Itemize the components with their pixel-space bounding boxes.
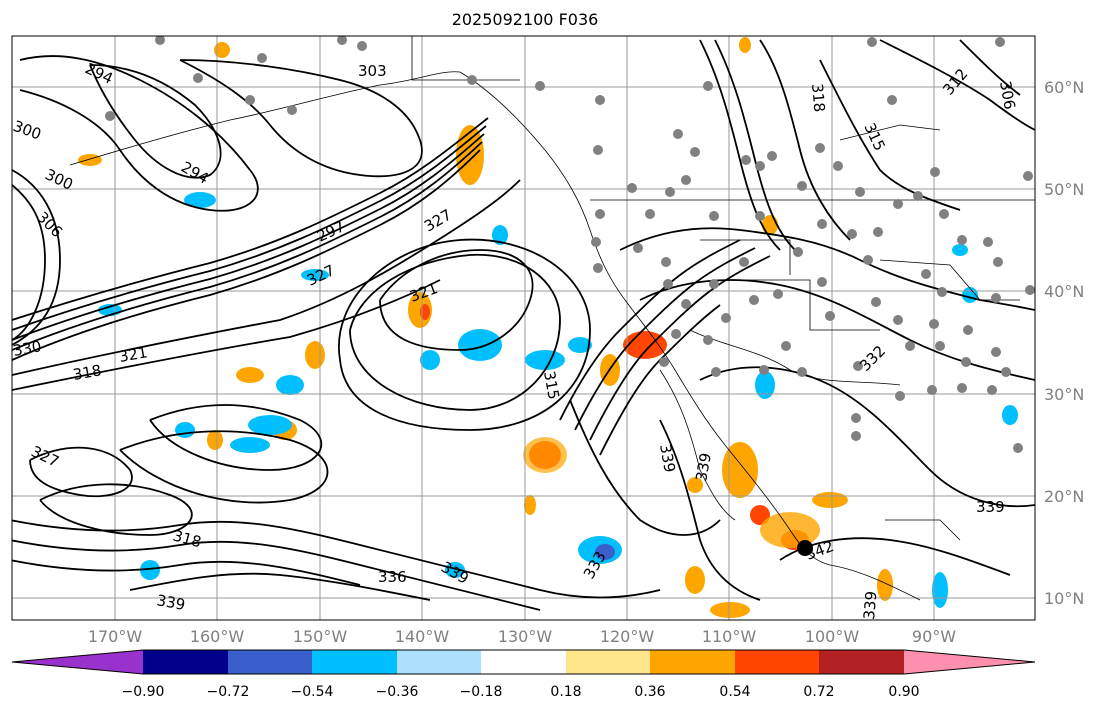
positive-anomaly-patch — [685, 566, 705, 594]
contour-label: 303 — [358, 62, 387, 80]
positive-anomaly-patch — [305, 341, 325, 369]
positive-anomaly-patch — [812, 492, 848, 508]
lat-label: 20°N — [1044, 487, 1084, 506]
contour-label: 330 — [12, 337, 43, 360]
contour-label: 339 — [656, 443, 679, 474]
colorbar-tick-label: −0.36 — [376, 684, 419, 700]
negative-anomaly-patch — [230, 437, 270, 453]
colorbar-segment — [312, 650, 397, 674]
map-area — [12, 36, 1035, 620]
colorbar-tick-label: −0.90 — [122, 684, 165, 700]
negative-anomaly-patch — [140, 560, 160, 580]
colorbar-segment — [143, 650, 228, 674]
positive-anomaly-patch — [214, 42, 230, 58]
negative-anomaly-patch — [595, 544, 615, 560]
coastlines — [69, 36, 1035, 601]
lon-label: 100°W — [805, 627, 860, 646]
latitude-labels: 60°N 50°N 40°N 30°N 20°N 10°N — [1044, 78, 1084, 608]
contour-label: 315 — [540, 370, 563, 401]
colorbar-tick-label: −0.72 — [207, 684, 250, 700]
contour-label: 339 — [155, 591, 186, 614]
lon-label: 170°W — [88, 627, 143, 646]
lat-label: 40°N — [1044, 282, 1084, 301]
lon-label: 120°W — [600, 627, 655, 646]
colorbar-tick-label: 0.54 — [719, 684, 750, 700]
observation-stations — [105, 36, 1035, 453]
contour-label: 339 — [976, 498, 1005, 516]
lat-label: 10°N — [1044, 589, 1084, 608]
negative-anomaly-patch — [420, 350, 440, 370]
lat-label: 50°N — [1044, 180, 1084, 199]
contour-label: 318 — [808, 83, 828, 113]
lon-label: 110°W — [702, 627, 757, 646]
positive-anomaly-patch — [687, 477, 703, 493]
positive-anomaly-patch — [877, 569, 893, 601]
positive-anomaly-patch — [710, 602, 750, 618]
contour-label: 339 — [692, 451, 715, 482]
contour-label: 336 — [378, 568, 407, 586]
lat-label: 30°N — [1044, 385, 1084, 404]
positive-anomaly-patch — [236, 367, 264, 383]
colorbar-segment — [397, 650, 481, 674]
colorbar-tick-label: 0.72 — [803, 684, 834, 700]
negative-anomaly-patch — [445, 562, 465, 578]
colorbar-tick-label: 0.36 — [634, 684, 665, 700]
colorbar-segment — [735, 650, 819, 674]
page-title: 2025092100 F036 — [451, 10, 599, 29]
negative-anomaly-patch — [492, 225, 508, 245]
negative-anomaly-patch — [458, 329, 502, 361]
negative-anomaly-patch — [248, 415, 292, 435]
contour-label: 318 — [72, 361, 103, 384]
positive-anomaly-patch — [722, 442, 758, 498]
contour-label: 321 — [118, 343, 149, 366]
lon-label: 150°W — [293, 627, 348, 646]
colorbar-extend-left — [12, 650, 143, 674]
negative-anomaly-patch — [276, 375, 304, 395]
negative-anomaly-patch — [301, 269, 329, 281]
colorbar-tick-label: 0.90 — [888, 684, 919, 700]
positive-anomaly-patch — [207, 430, 223, 450]
negative-anomaly-patch — [755, 371, 775, 399]
negative-anomaly-patch — [1002, 405, 1018, 425]
lon-label: 130°W — [498, 627, 553, 646]
colorbar-tick-label: 0.18 — [550, 684, 581, 700]
negative-anomaly-patch — [184, 192, 216, 208]
lon-label: 90°W — [912, 627, 956, 646]
lat-lon-grid — [12, 36, 1035, 620]
negative-anomaly-patch — [568, 337, 592, 353]
negative-anomaly-patch — [932, 572, 948, 608]
colorbar-segment — [481, 650, 566, 674]
contour-lines — [12, 39, 1035, 611]
map-frame — [11, 35, 1036, 621]
colorbar-tick-label: −0.18 — [460, 684, 503, 700]
positive-anomaly-patch — [78, 154, 102, 166]
lon-label: 140°W — [395, 627, 450, 646]
colorbar-segment — [819, 650, 904, 674]
positive-anomaly-patch — [523, 437, 567, 473]
positive-anomaly-patch — [750, 505, 770, 525]
positive-anomaly-patch — [739, 37, 751, 53]
colorbar-segment — [228, 650, 312, 674]
black-dot-marker — [797, 540, 813, 556]
colorbar-extend-right — [904, 650, 1035, 674]
colorbar-tick-label: −0.54 — [291, 684, 334, 700]
colorbar: −0.90 −0.72 −0.54 −0.36 −0.18 0.18 0.36 … — [11, 649, 1036, 700]
colorbar-outline — [11, 649, 1036, 675]
negative-anomaly-patch — [175, 422, 195, 438]
contour-label: 339 — [860, 590, 880, 620]
lon-label: 160°W — [190, 627, 245, 646]
colorbar-segment — [566, 650, 650, 674]
negative-anomaly-patch — [525, 350, 565, 370]
longitude-labels: 170°W 160°W 150°W 140°W 130°W 120°W 110°… — [88, 627, 956, 646]
positive-anomaly-patch — [524, 495, 536, 515]
negative-anomaly-patch — [952, 244, 968, 256]
lat-label: 60°N — [1044, 78, 1084, 97]
contour-label: 306 — [996, 80, 1019, 111]
colorbar-segment — [650, 650, 735, 674]
